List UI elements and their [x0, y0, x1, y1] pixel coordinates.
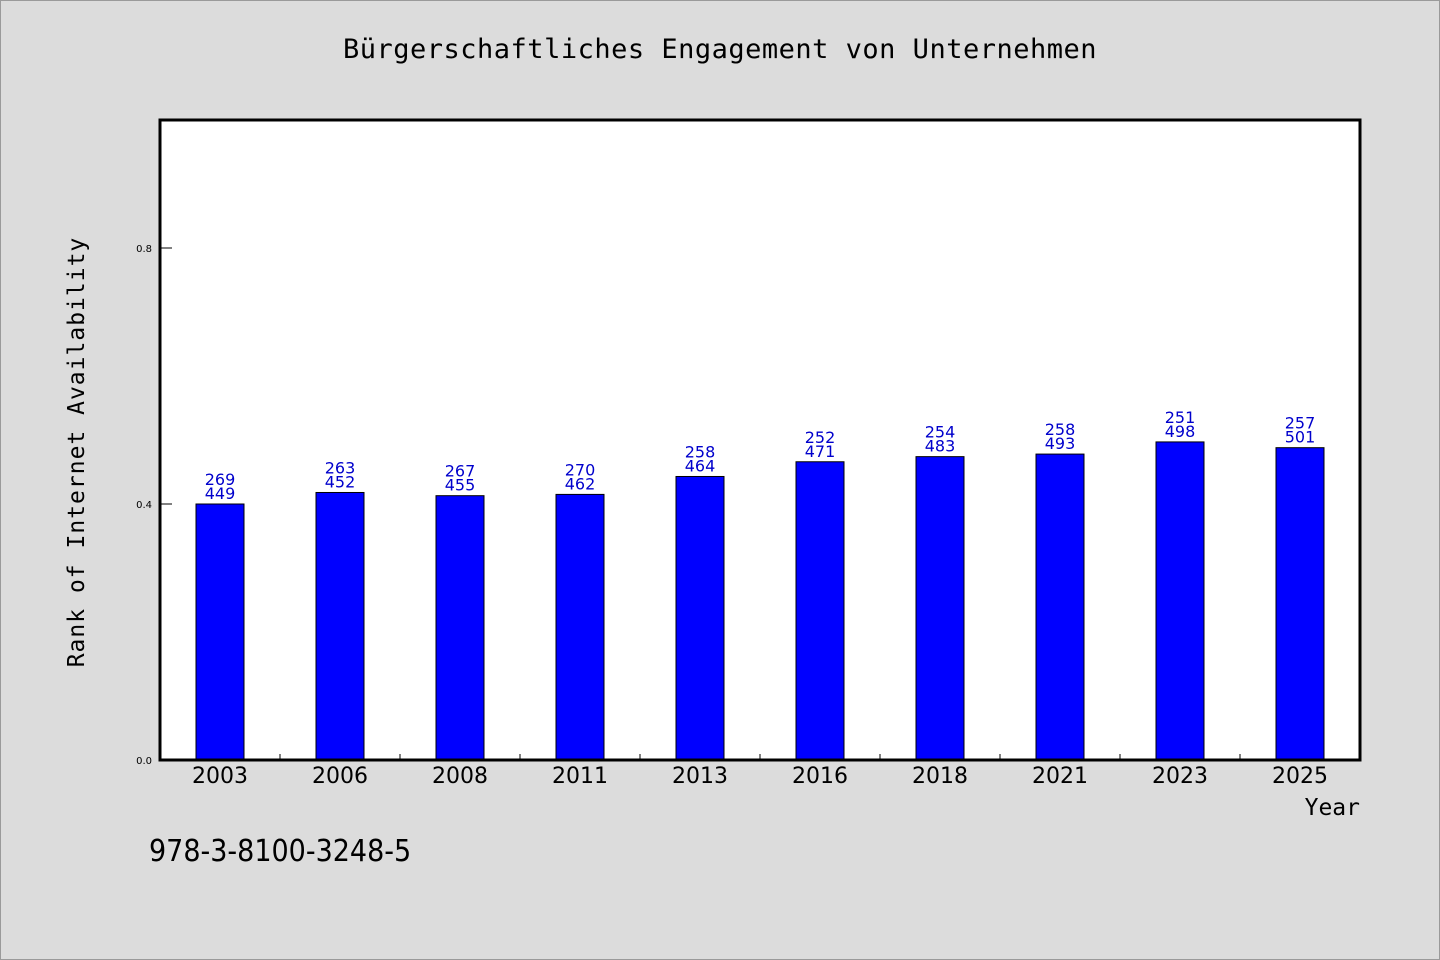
bar-2023 [1155, 441, 1205, 761]
x-tick-label-2013: 2013 [672, 764, 728, 789]
isbn-text: 978-3-8100-3248-5 [149, 834, 412, 869]
bar-label-top-2011: 270 [565, 460, 596, 479]
y-tick-label: 0.4 [136, 500, 152, 511]
bar-2025 [1275, 447, 1325, 761]
bar-2008 [435, 495, 485, 761]
bar-label-top-2008: 267 [445, 462, 476, 481]
x-tick-label-2016: 2016 [792, 764, 848, 789]
bar-2016 [795, 461, 845, 761]
plot-border [158, 118, 1362, 762]
bar-label-bottom-2023: 498 [1165, 422, 1196, 441]
x-tick-label-2025: 2025 [1272, 764, 1328, 789]
y-tick-label: 0.8 [136, 244, 152, 255]
bar-label-top-2003: 269 [205, 470, 236, 489]
bar-label-top-2006: 263 [325, 458, 356, 477]
x-tick-label-2018: 2018 [912, 764, 968, 789]
x-axis-title: Year [1304, 795, 1360, 821]
bar-2018 [915, 456, 965, 761]
x-tick-label-2003: 2003 [192, 764, 248, 789]
bar-label-top-2016: 252 [805, 428, 836, 447]
bar-2013 [675, 475, 725, 761]
bar-label-bottom-2011: 462 [565, 474, 596, 493]
bar-label-bottom-2025: 501 [1285, 428, 1316, 447]
y-tick-label: 0.0 [136, 756, 152, 767]
bar-label-bottom-2018: 483 [925, 437, 956, 456]
bar-label-top-2018: 254 [925, 423, 956, 442]
bar-label-top-2021: 258 [1045, 420, 1076, 439]
bar-label-bottom-2008: 455 [445, 476, 476, 495]
bar-label-bottom-2003: 449 [205, 484, 236, 503]
bar-2003 [195, 503, 245, 761]
bar-2006 [315, 491, 365, 761]
bar-label-top-2025: 257 [1285, 414, 1316, 433]
chart-title: Bürgerschaftliches Engagement von Untern… [343, 34, 1097, 65]
x-tick-label-2023: 2023 [1152, 764, 1208, 789]
x-tick-label-2021: 2021 [1032, 764, 1088, 789]
bar-label-top-2023: 251 [1165, 408, 1196, 427]
bar-2011 [555, 493, 605, 761]
bar-label-bottom-2013: 464 [685, 456, 716, 475]
bar-label-bottom-2016: 471 [805, 442, 836, 461]
bar-label-bottom-2021: 493 [1045, 434, 1076, 453]
bar-label-top-2013: 258 [685, 442, 716, 461]
x-tick-label-2008: 2008 [432, 764, 488, 789]
y-axis-title: Rank of Internet Availability [64, 236, 90, 668]
bar-label-bottom-2006: 452 [325, 472, 356, 491]
bar-2021 [1035, 453, 1085, 761]
x-tick-label-2006: 2006 [312, 764, 368, 789]
x-tick-label-2011: 2011 [552, 764, 608, 789]
